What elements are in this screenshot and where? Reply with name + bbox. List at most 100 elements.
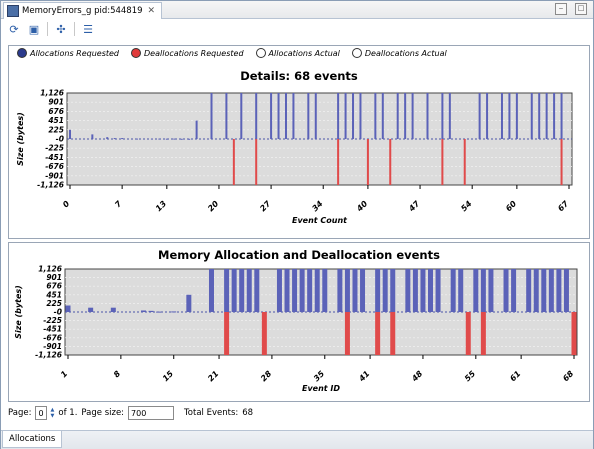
allocation-bar [508, 93, 511, 139]
toolbar-separator [47, 22, 48, 36]
allocation-bar [165, 138, 168, 140]
legend-swatch [131, 48, 142, 58]
page-label: Page: [8, 408, 32, 418]
deallocation-bar [375, 312, 381, 355]
allocation-bar [359, 93, 362, 139]
allocation-bar [254, 269, 260, 312]
legend-item-allocations-requested[interactable]: Allocations Requested [17, 48, 119, 58]
allocation-bar [173, 138, 176, 140]
x-tick-label: 41 [357, 369, 372, 384]
allocation-bar [255, 93, 258, 139]
allocation-bar [500, 93, 503, 139]
allocation-bar [352, 93, 355, 139]
y-tick-label: 676 [46, 282, 62, 291]
allocation-bar [381, 93, 384, 139]
allocation-bar [148, 310, 154, 312]
crosshair-icon[interactable]: ✣ [56, 22, 66, 36]
x-tick-label: 8 [112, 369, 123, 380]
x-tick-label: 55 [463, 369, 478, 384]
legend-item-deallocations-requested[interactable]: Deallocations Requested [131, 48, 244, 58]
allocation-bar [428, 269, 434, 312]
legend-label: Allocations Requested [30, 48, 120, 58]
x-tick-label: 20 [206, 199, 221, 214]
export-icon[interactable]: ▣ [28, 22, 40, 36]
y-tick-label: -676 [45, 162, 64, 171]
allocation-bar [488, 269, 494, 312]
allocation-bar [110, 307, 116, 312]
allocation-bar [426, 93, 429, 139]
allocation-bar [553, 93, 556, 139]
page-input[interactable]: 0 [35, 406, 47, 420]
deallocation-bar [389, 139, 392, 185]
allocation-bar [314, 269, 320, 312]
bottom-tabbar: Allocations [1, 430, 593, 449]
allocation-bar [480, 269, 486, 312]
deallocation-bar [441, 139, 444, 185]
toolbar: ⟳ ▣ ✣ ☰ [1, 19, 593, 39]
details-chart[interactable]: Details: 68 events 1,126901676451225-0-22… [9, 46, 589, 238]
allocation-bar [113, 138, 116, 140]
allocation-bar [450, 269, 456, 312]
allocation-bar [307, 269, 313, 312]
allocation-bar [344, 93, 347, 139]
allocation-bar [292, 93, 295, 139]
allocation-bar [186, 294, 192, 312]
allocation-bar [314, 93, 317, 139]
list-icon[interactable]: ☰ [83, 22, 93, 36]
y-tick-label: -676 [43, 333, 62, 342]
pager: Page: 0 ▲ ▼ of 1. Page size: 700 Total Ev… [8, 406, 253, 420]
x-tick-label: 28 [259, 369, 274, 384]
tab-allocations[interactable]: Allocations [2, 431, 63, 448]
chart-title: Details: 68 events [240, 69, 358, 83]
allocation-bar [375, 269, 381, 312]
memory-view-icon [7, 5, 19, 17]
legend-item-deallocations-actual[interactable]: Deallocations Actual [351, 48, 447, 58]
y-tick-label: 451 [48, 116, 64, 125]
x-tick-label: 60 [504, 199, 519, 214]
refresh-icon[interactable]: ⟳ [9, 22, 19, 36]
allocation-bar [231, 269, 237, 312]
legend-label: Deallocations Actual [364, 48, 447, 58]
deallocation-bar [463, 139, 466, 185]
allocation-bar [208, 269, 214, 312]
page-spinner[interactable]: ▲ ▼ [51, 407, 55, 419]
allocation-bar [240, 93, 243, 139]
allocation-bar [545, 93, 548, 139]
allocation-bar [515, 93, 518, 139]
allocation-bar [195, 120, 198, 139]
y-tick-label: 1,126 [40, 89, 64, 98]
page-of-label: of 1. [58, 408, 78, 418]
legend-label: Deallocations Requested [144, 48, 244, 58]
allocation-bar [511, 269, 517, 312]
deallocation-bar [571, 312, 577, 355]
allocation-bar [65, 305, 71, 312]
x-tick-label: 7 [113, 199, 124, 210]
allocation-bar [360, 269, 366, 312]
legend-item-allocations-actual[interactable]: Allocations Actual [255, 48, 340, 58]
allocation-bar [411, 93, 414, 139]
allocation-bar [69, 129, 71, 139]
deallocation-bar [465, 312, 471, 355]
x-tick-label: 47 [407, 199, 422, 214]
allocation-bar [136, 138, 139, 140]
x-tick-label: 48 [409, 369, 424, 384]
deallocation-bar [337, 139, 340, 185]
events-chart[interactable]: Memory Allocation and Deallocation event… [9, 243, 589, 401]
allocation-bar [374, 93, 377, 139]
allocation-bar [121, 138, 124, 140]
minimize-icon[interactable]: ‒ [555, 3, 567, 15]
spin-up-icon[interactable]: ▲ [50, 407, 55, 413]
y-tick-label: 901 [48, 98, 64, 107]
maximize-icon[interactable]: □ [575, 3, 587, 15]
allocation-bar [390, 269, 396, 312]
x-tick-label: 15 [161, 369, 176, 384]
allocation-bar [382, 269, 388, 312]
tab-memory-errors[interactable]: MemoryErrors_g pid:544819 ✕ [3, 2, 163, 19]
spin-down-icon[interactable]: ▼ [50, 413, 55, 419]
legend-swatch [255, 48, 266, 58]
page-size-input[interactable]: 700 [128, 406, 175, 420]
deallocation-bar [560, 139, 563, 185]
allocation-bar [548, 269, 554, 312]
close-icon[interactable]: ✕ [147, 6, 156, 16]
